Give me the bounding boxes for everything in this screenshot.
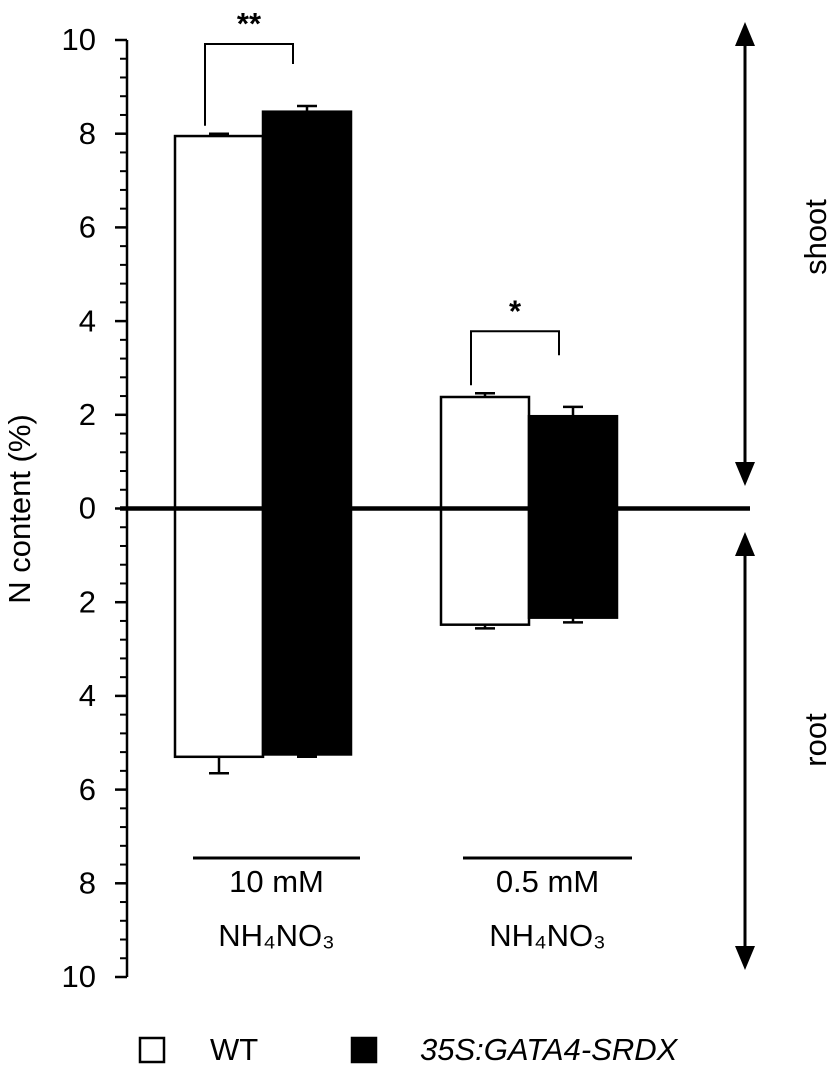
shoot-label: shoot xyxy=(798,199,833,275)
legend-swatch xyxy=(138,1036,166,1064)
bar xyxy=(261,110,353,510)
x-tick-label: NH₄NO₃ xyxy=(489,918,606,953)
y-tick-label: 2 xyxy=(79,397,96,432)
bar xyxy=(261,507,353,756)
significance-bracket xyxy=(204,43,294,126)
legend-label: WT xyxy=(210,1032,258,1067)
y-tick-label: 6 xyxy=(79,210,96,245)
bar xyxy=(527,507,619,619)
y-tick-label: 10 xyxy=(62,959,96,994)
significance-label: ** xyxy=(237,6,262,41)
y-tick-label: 4 xyxy=(79,678,96,713)
bar xyxy=(439,507,531,626)
bar xyxy=(173,134,265,510)
x-tick-label: 10 mM xyxy=(229,864,324,899)
y-axis-label: N content (%) xyxy=(2,414,37,604)
y-tick-label: 6 xyxy=(79,772,96,807)
root-label: root xyxy=(798,713,833,767)
y-tick-label: 10 xyxy=(62,22,96,57)
y-tick-label: 2 xyxy=(79,584,96,619)
bar xyxy=(439,395,531,510)
significance-label: * xyxy=(509,293,522,328)
x-tick-label: 0.5 mM xyxy=(496,864,599,899)
legend-label: 35S:GATA4-SRDX xyxy=(420,1032,679,1067)
bar xyxy=(173,507,265,759)
bar xyxy=(527,414,619,510)
y-tick-label: 0 xyxy=(79,491,96,526)
root-arrow xyxy=(735,532,755,970)
y-tick-label: 8 xyxy=(79,116,96,151)
y-tick-label: 4 xyxy=(79,303,96,338)
legend-swatch xyxy=(350,1036,378,1064)
significance-bracket xyxy=(470,330,560,386)
y-tick-label: 8 xyxy=(79,865,96,900)
shoot-arrow xyxy=(735,22,755,486)
x-tick-label: NH₄NO₃ xyxy=(218,918,335,953)
